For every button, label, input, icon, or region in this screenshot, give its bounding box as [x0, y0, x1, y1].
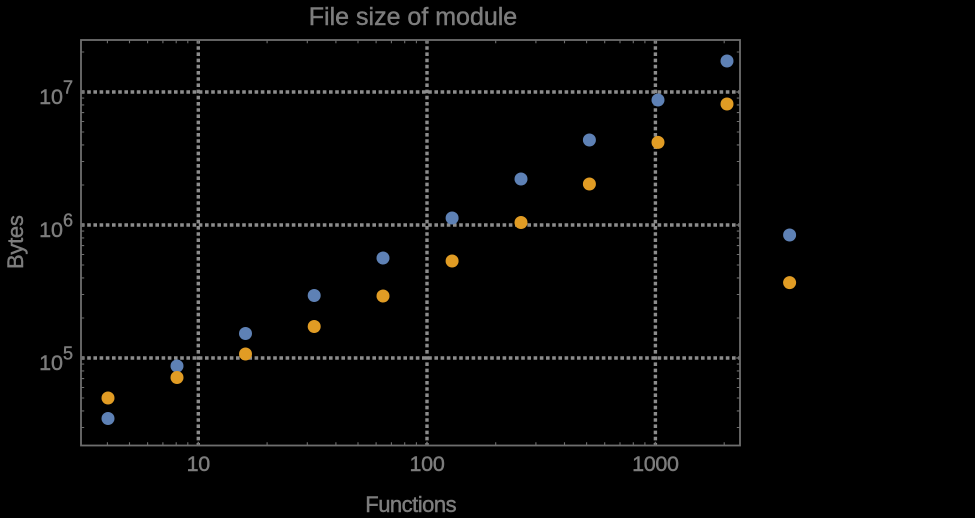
svg-text:1000: 1000: [632, 452, 679, 476]
svg-text:100: 100: [410, 452, 445, 476]
svg-text:Functions: Functions: [365, 492, 456, 513]
svg-text:10: 10: [187, 452, 211, 476]
svg-text:File size of module: File size of module: [309, 3, 517, 31]
svg-text:Bytes: Bytes: [3, 215, 28, 269]
